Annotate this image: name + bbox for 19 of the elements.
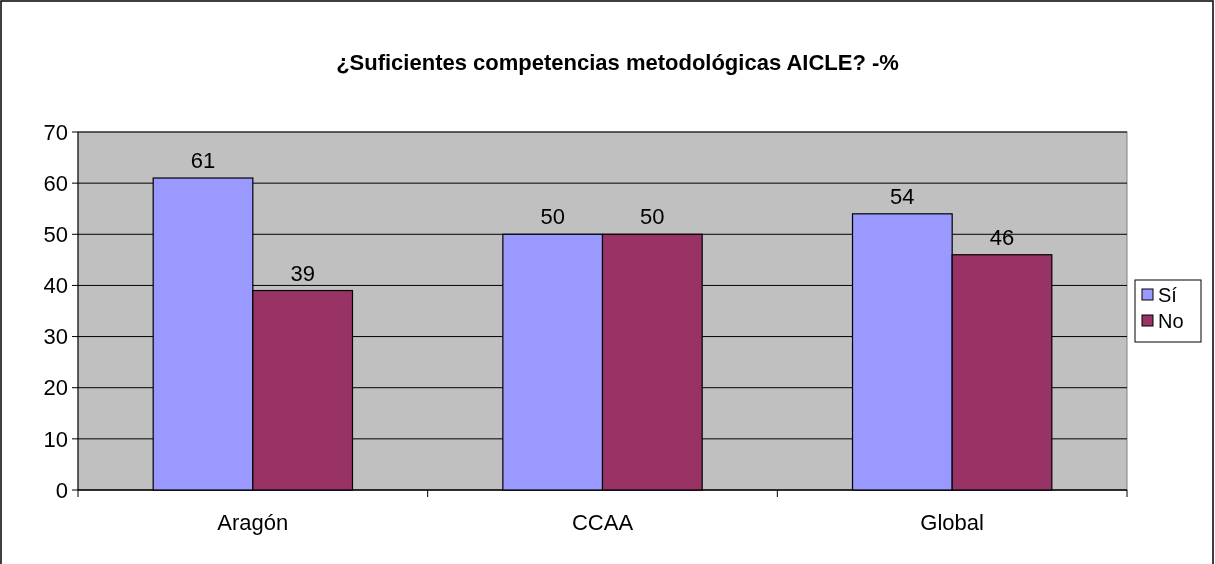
data-label: 39 <box>290 260 315 286</box>
data-label: 54 <box>890 183 915 209</box>
data-label: 61 <box>190 148 216 174</box>
legend-label: No <box>1158 310 1184 332</box>
y-tick-label: 60 <box>43 170 68 196</box>
y-tick-label: 10 <box>43 426 68 452</box>
x-tick-label: CCAA <box>571 510 634 535</box>
y-tick-label: 20 <box>43 375 68 401</box>
chart-title: ¿Suficientes competencias metodológicas AICLE? -% <box>336 50 899 75</box>
x-tick-label: Aragón <box>217 510 289 535</box>
y-tick-label: 0 <box>55 477 68 503</box>
x-tick-label: Global <box>920 510 984 535</box>
y-tick-label: 70 <box>43 119 68 145</box>
data-label: 50 <box>640 204 665 230</box>
y-tick-label: 50 <box>43 221 68 247</box>
legend-label: Sí <box>1158 284 1178 306</box>
y-tick-label: 40 <box>43 273 68 299</box>
y-tick-label: 30 <box>43 324 68 350</box>
data-label: 50 <box>540 204 565 230</box>
